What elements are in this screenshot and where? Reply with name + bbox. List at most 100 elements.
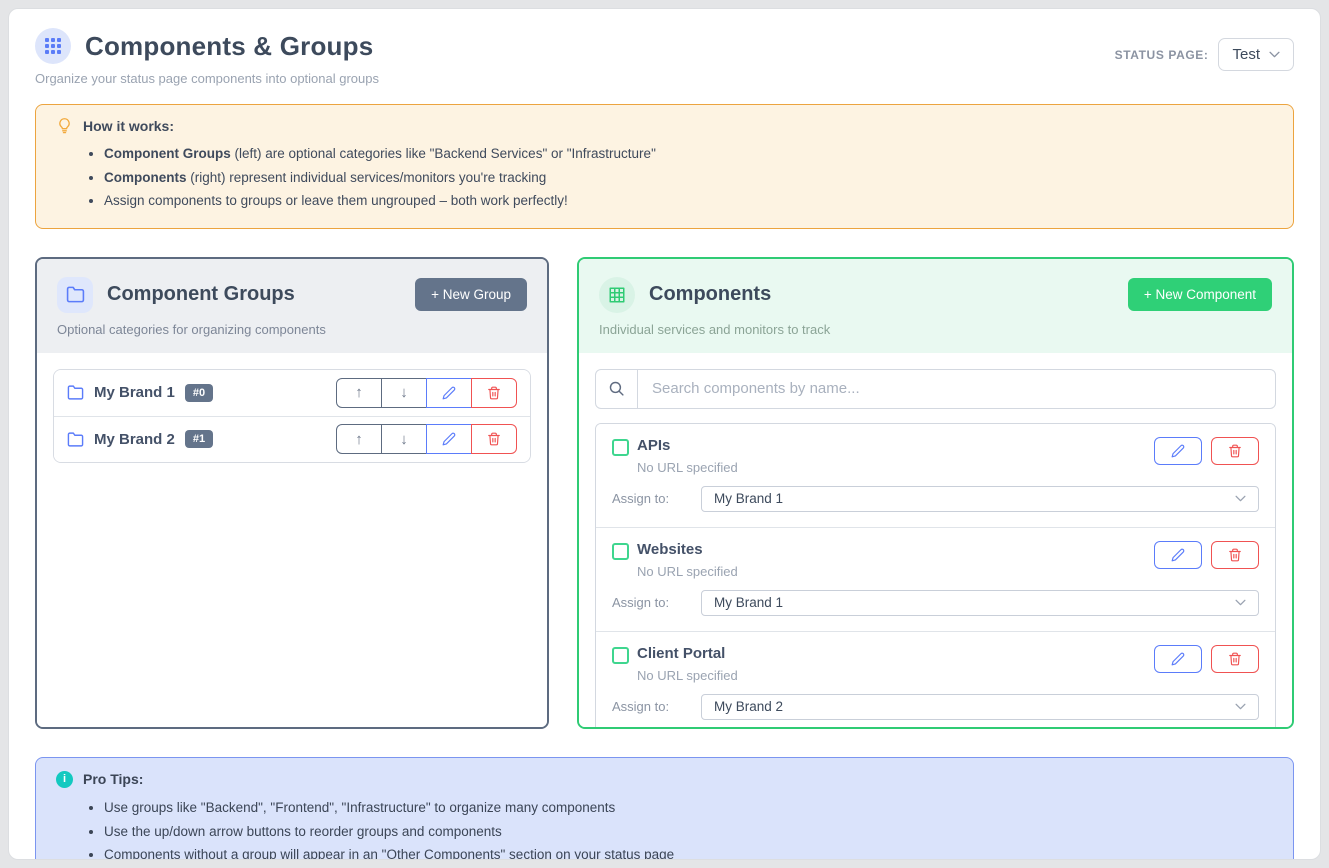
folder-icon: [67, 432, 84, 447]
chevron-down-icon: [1235, 600, 1246, 606]
assigned-group-value: My Brand 2: [714, 699, 784, 715]
component-url-status: No URL specified: [637, 563, 738, 579]
page-header: Components & Groups Organize your status…: [35, 28, 1294, 86]
component-actions: [1154, 436, 1259, 465]
assign-group-select[interactable]: My Brand 1: [701, 589, 1259, 616]
table-grid-icon: [609, 287, 625, 303]
title-row: Components & Groups: [35, 28, 379, 64]
move-down-button[interactable]: ↓: [381, 424, 427, 455]
groups-panel-body: My Brand 1 #0 ↑ ↓ My Bra: [37, 352, 547, 727]
how-it-works-title: How it works:: [83, 117, 175, 134]
bullet-text: (right) represent individual services/mo…: [186, 169, 547, 185]
component-assign-row: Assign to: My Brand 1: [612, 485, 1259, 512]
delete-group-button[interactable]: [471, 377, 517, 408]
component-name: Client Portal: [637, 644, 726, 662]
search-input[interactable]: [638, 369, 1275, 408]
move-up-button[interactable]: ↑: [336, 424, 382, 455]
how-it-works-bullet: Component Groups (left) are optional cat…: [104, 142, 1273, 166]
assign-group-select[interactable]: My Brand 2: [701, 693, 1259, 720]
component-row-top: APIs No URL specified: [612, 436, 1259, 475]
components-panel-body: APIs No URL specified Assign to:: [579, 352, 1292, 727]
edit-component-button[interactable]: [1154, 644, 1202, 673]
components-panel: Components + New Component Individual se…: [577, 256, 1294, 729]
bullet-bold-text: Components: [104, 169, 187, 185]
component-checkbox[interactable]: [612, 438, 629, 456]
how-it-works-bullet: Assign components to groups or leave the…: [104, 189, 1273, 213]
component-search: [595, 368, 1276, 409]
group-name: My Brand 1: [94, 384, 175, 402]
component-actions: [1154, 540, 1259, 569]
edit-group-button[interactable]: [426, 377, 472, 408]
trash-icon: [488, 386, 500, 400]
trash-icon: [1229, 548, 1241, 562]
components-panel-header: Components + New Component Individual se…: [579, 258, 1292, 353]
status-page-selector: STATUS PAGE: Test: [1115, 38, 1294, 71]
group-list: My Brand 1 #0 ↑ ↓ My Bra: [53, 368, 531, 463]
pro-tips-box: i Pro Tips: Use groups like "Backend", "…: [35, 756, 1294, 859]
status-page-select[interactable]: Test: [1218, 38, 1294, 71]
component-checkbox[interactable]: [612, 542, 629, 560]
chevron-down-icon: [1235, 704, 1246, 710]
search-icon: [609, 382, 624, 396]
component-list: APIs No URL specified Assign to:: [595, 422, 1276, 727]
how-it-works-box: How it works: Component Groups (left) ar…: [35, 104, 1294, 229]
edit-group-button[interactable]: [426, 424, 472, 455]
component-url-status: No URL specified: [637, 459, 738, 475]
status-page-label: STATUS PAGE:: [1114, 47, 1209, 62]
groups-panel-title: Component Groups: [107, 283, 295, 306]
component-name: Websites: [637, 540, 703, 558]
bullet-text: Assign components to groups or leave the…: [104, 193, 568, 209]
component-checkbox[interactable]: [612, 646, 629, 664]
grid-panel-icon-wrap: [599, 276, 635, 313]
groups-panel-header-top: Component Groups + New Group: [57, 276, 527, 313]
delete-group-button[interactable]: [471, 424, 517, 455]
delete-component-button[interactable]: [1211, 644, 1259, 673]
assign-group-select[interactable]: My Brand 1: [701, 485, 1259, 512]
trash-icon: [1229, 444, 1241, 458]
bullet-text: (left) are optional categories like "Bac…: [230, 146, 656, 161]
component-row-top: Websites No URL specified: [612, 540, 1259, 579]
status-page-value: Test: [1232, 46, 1260, 63]
component-actions: [1154, 644, 1259, 673]
how-it-works-title-row: How it works:: [56, 117, 1273, 134]
pencil-icon: [442, 433, 456, 446]
pro-tips-bullet: Use the up/down arrow buttons to reorder…: [104, 820, 1273, 844]
panels-row: Component Groups + New Group Optional ca…: [35, 256, 1294, 729]
pro-tips-title: Pro Tips:: [83, 771, 144, 788]
how-it-works-list: Component Groups (left) are optional cat…: [56, 142, 1273, 213]
component-text: Websites No URL specified: [637, 541, 738, 579]
components-panel-subtitle: Individual services and monitors to trac…: [599, 321, 831, 337]
delete-component-button[interactable]: [1211, 436, 1259, 465]
assign-to-label: Assign to:: [612, 699, 670, 715]
delete-component-button[interactable]: [1211, 540, 1259, 569]
edit-component-button[interactable]: [1154, 540, 1202, 569]
component-assign-row: Assign to: My Brand 1: [612, 589, 1259, 616]
edit-component-button[interactable]: [1154, 436, 1202, 465]
groups-panel-header: Component Groups + New Group Optional ca…: [37, 258, 547, 353]
components-panel-title: Components: [649, 283, 772, 306]
component-groups-panel: Component Groups + New Group Optional ca…: [35, 256, 549, 729]
how-it-works-bullet: Components (right) represent individual …: [104, 166, 1273, 190]
page-title: Components & Groups: [85, 30, 374, 61]
move-down-button[interactable]: ↓: [381, 377, 427, 408]
component-url-status: No URL specified: [637, 667, 738, 683]
chevron-down-icon: [1269, 51, 1280, 58]
new-component-button[interactable]: + New Component: [1127, 278, 1272, 312]
info-icon: i: [56, 770, 73, 788]
pro-tips-bullet: Components without a group will appear i…: [104, 843, 1273, 859]
component-row-top: Client Portal No URL specified: [612, 644, 1259, 683]
move-up-button[interactable]: ↑: [336, 377, 382, 408]
main-card: Components & Groups Organize your status…: [8, 8, 1321, 860]
components-panel-header-top: Components + New Component: [599, 276, 1272, 313]
new-group-button[interactable]: + New Group: [415, 278, 527, 312]
group-row-actions: ↑ ↓: [336, 377, 517, 408]
component-text: APIs No URL specified: [637, 437, 738, 475]
component-row: Client Portal No URL specified Assign to…: [596, 630, 1275, 727]
component-name: APIs: [637, 436, 671, 454]
group-row-actions: ↑ ↓: [336, 424, 517, 455]
component-row: Websites No URL specified Assign to:: [596, 526, 1275, 631]
pencil-icon: [1171, 548, 1185, 562]
folder-icon: [66, 286, 84, 303]
assigned-group-value: My Brand 1: [714, 595, 784, 611]
trash-icon: [1229, 652, 1241, 666]
